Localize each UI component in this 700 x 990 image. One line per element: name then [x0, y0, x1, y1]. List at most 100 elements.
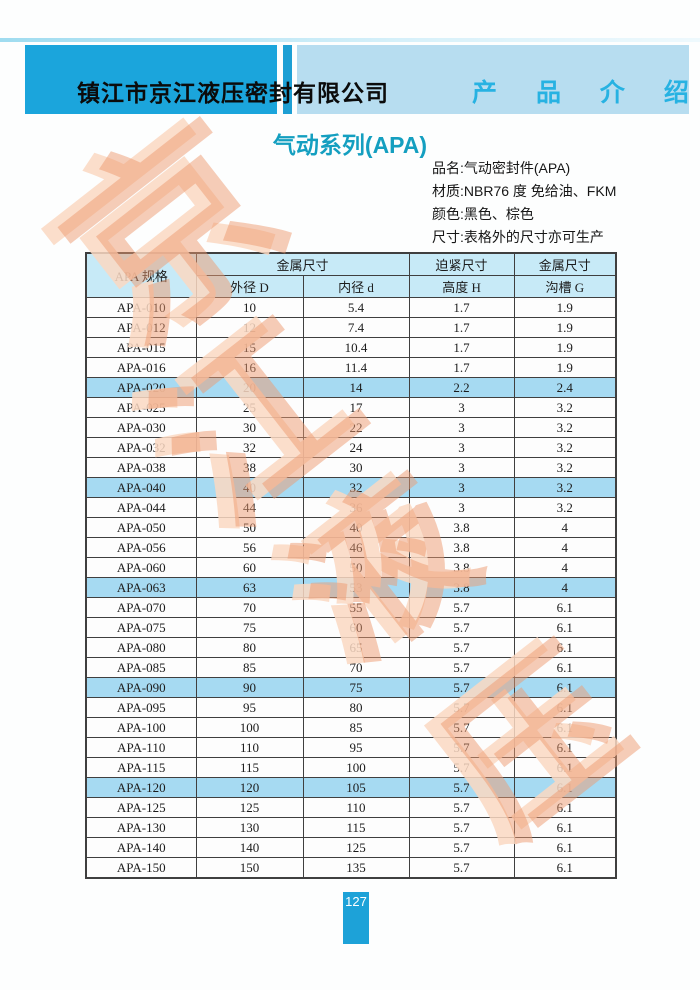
table-group-header-row: APA 规格 金属尺寸 迫紧尺寸 金属尺寸 — [85, 252, 617, 298]
table-cell: 1.7 — [408, 357, 515, 378]
table-cell: 5.7 — [408, 637, 515, 658]
table-cell: 30 — [195, 417, 304, 438]
table-cell: 3 — [408, 457, 515, 478]
table-row: APA-140 140 125 5.7 6.1 — [85, 837, 617, 858]
table-cell: APA-025 — [85, 397, 197, 418]
table-cell: 10 — [195, 297, 304, 318]
col-header-outer-diameter: 外径 D — [195, 275, 304, 298]
table-cell: 6.1 — [513, 777, 617, 798]
spec-table: APA 规格 金属尺寸 迫紧尺寸 金属尺寸 外径 D 内径 d 高度 H 沟槽 … — [85, 252, 618, 879]
table-cell: 56 — [195, 537, 304, 558]
table-cell: 100 — [302, 757, 410, 778]
product-info: 品名:气动密封件(APA) 材质:NBR76 度 免给油、FKM 颜色:黑色、棕… — [432, 157, 616, 249]
table-cell: 125 — [302, 837, 410, 858]
table-row: APA-040 40 32 3 3.2 — [85, 477, 617, 498]
table-cell: 70 — [302, 657, 410, 678]
table-cell: APA-120 — [85, 777, 197, 798]
table-cell: APA-030 — [85, 417, 197, 438]
table-row: APA-080 80 65 5.7 6.1 — [85, 637, 617, 658]
table-cell: 17 — [302, 397, 410, 418]
table-cell: APA-050 — [85, 517, 197, 538]
table-row: APA-030 30 22 3 3.2 — [85, 417, 617, 438]
table-cell: 95 — [302, 737, 410, 758]
section-title: 产 品 介 绍 — [472, 79, 700, 107]
table-cell: 115 — [302, 817, 410, 838]
table-cell: 3 — [408, 417, 515, 438]
table-cell: 7.4 — [302, 317, 410, 338]
table-cell: 130 — [195, 817, 304, 838]
table-cell: 85 — [302, 717, 410, 738]
product-info-color: 颜色:黑色、棕色 — [432, 206, 534, 222]
table-cell: 5.7 — [408, 677, 515, 698]
table-cell: 2.2 — [408, 377, 515, 398]
table-row: APA-012 12 7.4 1.7 1.9 — [85, 317, 617, 338]
table-row: APA-015 15 10.4 1.7 1.9 — [85, 337, 617, 358]
table-cell: 4 — [513, 557, 617, 578]
table-cell: 6.1 — [513, 737, 617, 758]
table-cell: 6.1 — [513, 617, 617, 638]
table-cell: 2.4 — [513, 377, 617, 398]
table-cell: APA-056 — [85, 537, 197, 558]
table-cell: 100 — [195, 717, 304, 738]
table-cell: 1.7 — [408, 337, 515, 358]
table-cell: 4 — [513, 577, 617, 598]
table-cell: 110 — [302, 797, 410, 818]
table-row: APA-070 70 55 5.7 6.1 — [85, 597, 617, 618]
table-cell: 3 — [408, 497, 515, 518]
table-cell: 1.7 — [408, 297, 515, 318]
table-cell: APA-080 — [85, 637, 197, 658]
table-sub-header-row: 外径 D 内径 d 高度 H 沟槽 G — [86, 275, 617, 298]
table-cell: 24 — [302, 437, 410, 458]
table-cell: 125 — [195, 797, 304, 818]
table-cell: 3.2 — [513, 437, 617, 458]
table-row: APA-038 38 30 3 3.2 — [85, 457, 617, 478]
table-cell: 95 — [195, 697, 304, 718]
table-cell: APA-150 — [85, 857, 197, 879]
table-cell: 6.1 — [513, 797, 617, 818]
table-cell: 5.7 — [408, 817, 515, 838]
table-row: APA-115 115 100 5.7 6.1 — [85, 757, 617, 778]
table-cell: 14 — [302, 377, 410, 398]
table-cell: APA-010 — [85, 297, 197, 318]
table-cell: APA-070 — [85, 597, 197, 618]
table-cell: APA-063 — [85, 577, 197, 598]
header-company-band — [25, 45, 277, 114]
table-cell: 5.7 — [408, 617, 515, 638]
table-cell: 80 — [302, 697, 410, 718]
table-cell: 5.7 — [408, 697, 515, 718]
table-row: APA-095 95 80 5.7 6.1 — [85, 697, 617, 718]
table-cell: APA-095 — [85, 697, 197, 718]
table-cell: 30 — [302, 457, 410, 478]
table-cell: 5.7 — [408, 757, 515, 778]
table-cell: 65 — [302, 637, 410, 658]
header-divider-stripe — [283, 45, 292, 114]
table-cell: 38 — [195, 457, 304, 478]
table-cell: 150 — [195, 857, 304, 879]
table-cell: 5.7 — [408, 857, 515, 879]
table-cell: APA-115 — [85, 757, 197, 778]
table-cell: 40 — [195, 477, 304, 498]
table-cell: APA-032 — [85, 437, 197, 458]
table-cell: 3.2 — [513, 417, 617, 438]
table-cell: APA-060 — [85, 557, 197, 578]
table-cell: 60 — [302, 617, 410, 638]
table-row: APA-100 100 85 5.7 6.1 — [85, 717, 617, 738]
table-cell: 53 — [302, 577, 410, 598]
table-cell: 115 — [195, 757, 304, 778]
table-cell: APA-130 — [85, 817, 197, 838]
table-cell: 10.4 — [302, 337, 410, 358]
table-row: APA-044 44 36 3 3.2 — [85, 497, 617, 518]
table-cell: 5.4 — [302, 297, 410, 318]
col-header-inner-diameter: 内径 d — [302, 275, 410, 298]
table-row: APA-016 16 11.4 1.7 1.9 — [85, 357, 617, 378]
product-info-name: 品名:气动密封件(APA) — [432, 160, 571, 176]
table-cell: APA-038 — [85, 457, 197, 478]
table-row: APA-056 56 46 3.8 4 — [85, 537, 617, 558]
table-cell: 11.4 — [302, 357, 410, 378]
table-cell: APA-012 — [85, 317, 197, 338]
table-cell: 1.9 — [513, 337, 617, 358]
table-cell: 135 — [302, 857, 410, 879]
table-cell: APA-140 — [85, 837, 197, 858]
table-cell: 90 — [195, 677, 304, 698]
table-cell: 5.7 — [408, 777, 515, 798]
